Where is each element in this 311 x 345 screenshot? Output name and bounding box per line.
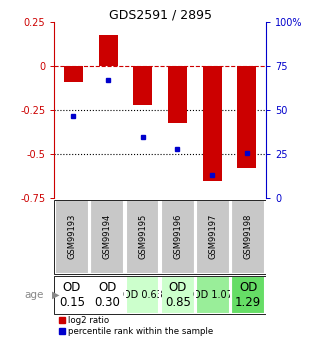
Title: GDS2591 / 2895: GDS2591 / 2895 [109, 8, 212, 21]
Text: GSM99193: GSM99193 [67, 214, 77, 259]
Bar [203, 66, 222, 181]
Text: ▶: ▶ [52, 290, 60, 300]
Bar [64, 66, 83, 82]
Bar [196, 276, 230, 314]
Bar [126, 200, 160, 274]
Text: GSM99196: GSM99196 [173, 214, 182, 259]
Text: GSM99197: GSM99197 [209, 214, 217, 259]
Text: OD 0.63: OD 0.63 [123, 290, 162, 300]
Bar [55, 200, 89, 274]
Bar [237, 66, 256, 168]
Bar [196, 200, 230, 274]
Text: GSM99198: GSM99198 [244, 214, 253, 259]
Bar [99, 35, 118, 66]
Text: GSM99195: GSM99195 [138, 214, 147, 259]
Legend: log2 ratio, percentile rank within the sample: log2 ratio, percentile rank within the s… [59, 316, 213, 336]
Text: GSM99194: GSM99194 [103, 214, 112, 259]
Bar [133, 66, 152, 105]
Text: OD
0.30: OD 0.30 [94, 281, 120, 309]
Bar [168, 66, 187, 123]
Bar [161, 276, 195, 314]
Bar [91, 200, 124, 274]
Text: OD
1.29: OD 1.29 [235, 281, 262, 309]
Bar [231, 200, 265, 274]
Text: OD
0.15: OD 0.15 [59, 281, 85, 309]
Text: OD
0.85: OD 0.85 [165, 281, 191, 309]
Bar [161, 200, 195, 274]
Text: OD 1.07: OD 1.07 [193, 290, 233, 300]
Bar [231, 276, 265, 314]
Bar [55, 276, 89, 314]
Text: age: age [25, 290, 44, 300]
Bar [91, 276, 124, 314]
Bar [126, 276, 160, 314]
